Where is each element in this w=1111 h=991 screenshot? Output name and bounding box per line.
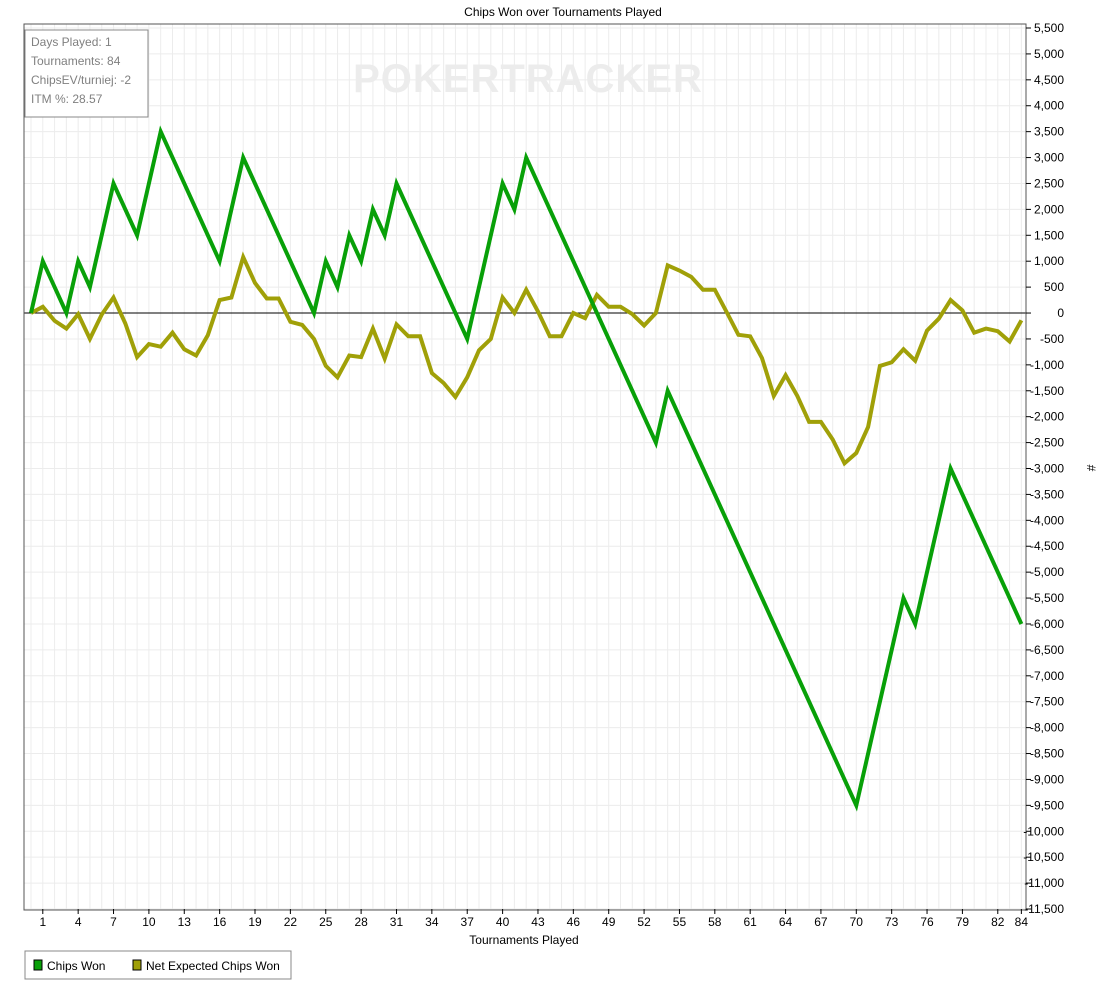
x-tick-label: 46	[567, 915, 581, 929]
x-tick-label: 52	[637, 915, 651, 929]
info-chipsev: ChipsEV/turniej: -2	[31, 73, 131, 87]
info-box-frame	[24, 29, 149, 118]
y-tick-label: 3,500	[1034, 125, 1064, 139]
y-tick-label: -8,500	[1030, 747, 1064, 761]
y-tick-label: -11,000	[1024, 876, 1064, 890]
y-axis: 5,500 5,000 4,500 4,000 3,500 3,000 2,500 2,000…	[1023, 21, 1064, 916]
info-box: Days Played: 1 Tournaments: 84 ChipsEV/t…	[24, 29, 149, 118]
y-tick-label: 3,000	[1034, 151, 1064, 165]
chart-title: Chips Won over Tournaments Played	[464, 5, 662, 19]
y-tick-label: -1,500	[1030, 384, 1064, 398]
x-tick-label: 40	[496, 915, 510, 929]
y-tick-label: -6,500	[1030, 643, 1064, 657]
x-tick-label: 34	[425, 915, 439, 929]
x-tick-label: 84	[1015, 915, 1029, 929]
y-tick-label: -9,500	[1030, 798, 1064, 812]
series-layer	[29, 125, 1024, 812]
x-tick-label: 58	[708, 915, 722, 929]
y-tick-label: 1,500	[1034, 228, 1064, 242]
x-tick-label: 76	[920, 915, 934, 929]
watermark: POKERTRACKER	[353, 57, 703, 101]
y-tick-label: -11,500	[1024, 902, 1064, 916]
x-tick-label: 82	[991, 915, 1005, 929]
x-tick-label: 67	[814, 915, 828, 929]
y-tick-label: -10,500	[1023, 850, 1064, 864]
x-tick-label: 79	[956, 915, 970, 929]
x-tick-label: 55	[673, 915, 687, 929]
x-tick-label: 49	[602, 915, 616, 929]
x-tick-label: 37	[461, 915, 475, 929]
info-itm: ITM %: 28.57	[31, 92, 103, 106]
legend[interactable]: Chips Won Net Expected Chips Won	[24, 950, 292, 980]
x-tick-label: 70	[850, 915, 864, 929]
x-tick-label: 64	[779, 915, 793, 929]
y-tick-label: -5,000	[1030, 565, 1064, 579]
x-tick-label: 28	[354, 915, 368, 929]
y-tick-label: -9,000	[1030, 772, 1064, 786]
x-tick-label: 10	[142, 915, 156, 929]
x-tick-label: 22	[284, 915, 298, 929]
x-tick-label: 73	[885, 915, 899, 929]
x-axis: 1 4 7 10 13 16 19 22 25 28 31 34 37 40 43 46 49 52 55 58 61 6…	[39, 909, 1028, 929]
x-tick-label: 1	[39, 915, 46, 929]
y-tick-label: -500	[1040, 332, 1064, 346]
info-days-played: Days Played: 1	[31, 35, 112, 49]
y-tick-label: -6,000	[1030, 617, 1064, 631]
y-tick-label: -4,500	[1030, 539, 1064, 553]
x-axis-label: Tournaments Played	[469, 933, 578, 947]
legend-frame	[24, 950, 292, 980]
y-tick-label: 5,000	[1034, 47, 1064, 61]
x-tick-label: 19	[248, 915, 262, 929]
x-tick-label: 43	[531, 915, 545, 929]
legend-label-net-expected: Net Expected Chips Won	[146, 959, 280, 973]
legend-swatch-net-expected	[132, 959, 142, 971]
x-tick-label: 4	[75, 915, 82, 929]
y-tick-label: -8,000	[1030, 721, 1064, 735]
y-tick-label: 0	[1057, 306, 1064, 320]
series-line-chips-won	[29, 125, 1024, 812]
y-tick-label: -3,000	[1030, 462, 1064, 476]
legend-label-chips-won: Chips Won	[47, 959, 105, 973]
y-tick-label: -4,000	[1030, 513, 1064, 527]
series-line-net-expected-chips-won	[30, 251, 1024, 467]
x-tick-label: 25	[319, 915, 333, 929]
info-tournaments: Tournaments: 84	[31, 54, 121, 68]
y-tick-label: 4,500	[1034, 73, 1064, 87]
y-tick-label: -3,500	[1030, 487, 1064, 501]
y-tick-label: -2,000	[1030, 410, 1064, 424]
y-tick-label: 2,000	[1034, 202, 1064, 216]
y-tick-label: -7,000	[1030, 669, 1064, 683]
y-tick-label: -10,000	[1023, 824, 1064, 838]
x-tick-label: 61	[744, 915, 758, 929]
x-tick-label: 13	[178, 915, 192, 929]
y-tick-label: -7,500	[1030, 695, 1064, 709]
y-tick-label: -5,500	[1030, 591, 1064, 605]
y-tick-label: 5,500	[1034, 21, 1064, 35]
y-tick-label: -2,500	[1030, 436, 1064, 450]
grid	[24, 24, 1026, 910]
plot-frame	[23, 23, 1027, 911]
x-tick-label: 31	[390, 915, 404, 929]
y-tick-label: 2,500	[1034, 176, 1064, 190]
y-tick-label: -1,000	[1030, 358, 1064, 372]
y-tick-label: 1,000	[1034, 254, 1064, 268]
legend-swatch-chips-won	[33, 959, 43, 971]
y-axis-label: #	[1084, 465, 1098, 472]
x-tick-label: 7	[110, 915, 117, 929]
y-tick-label: 4,000	[1034, 99, 1064, 113]
x-tick-label: 16	[213, 915, 227, 929]
y-tick-label: 500	[1044, 280, 1064, 294]
